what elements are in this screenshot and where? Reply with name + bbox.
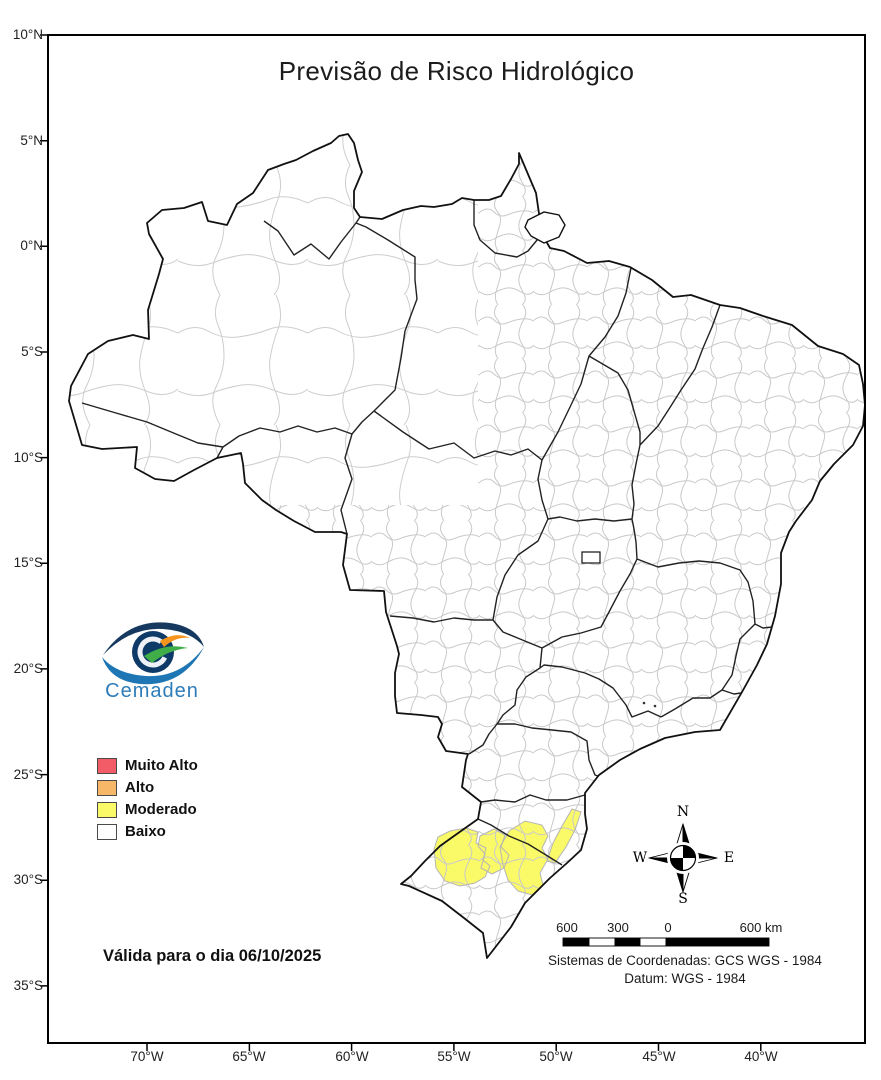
lon-label-55w: 55°W bbox=[437, 1049, 471, 1064]
legend-swatch-alto bbox=[97, 779, 117, 796]
lat-label-20s: 20°S bbox=[13, 661, 43, 676]
legend-label-alto: Alto bbox=[125, 779, 155, 796]
lon-label-60w: 60°W bbox=[335, 1049, 369, 1064]
lat-label-0n: 0°N bbox=[20, 238, 43, 253]
compass-south-label: S bbox=[678, 891, 688, 907]
legend-swatch-moderado bbox=[97, 801, 117, 818]
lat-label-5n: 5°N bbox=[20, 133, 43, 148]
validity-date-text: Válida para o dia 06/10/2025 bbox=[103, 947, 322, 965]
scale-label-300: 300 bbox=[607, 920, 629, 935]
distrito-federal bbox=[581, 551, 601, 564]
coordinate-system-text: Sistemas de Coordenadas: GCS WGS - 1984 bbox=[548, 953, 822, 968]
compass-east-label: E bbox=[723, 850, 735, 866]
legend-item-alto: Alto bbox=[97, 779, 198, 796]
lat-label-5s: 5°S bbox=[21, 344, 43, 359]
longitude-tick-marks bbox=[146, 1043, 762, 1051]
lat-label-25s: 25°S bbox=[13, 767, 43, 782]
latitude-tick-marks bbox=[40, 34, 48, 987]
scale-label-0: 0 bbox=[664, 920, 672, 935]
cemaden-logo-icon bbox=[102, 622, 204, 685]
state-boundaries bbox=[81, 200, 773, 866]
brazil-country-outline bbox=[68, 133, 866, 959]
cemaden-logo-text: Cemaden bbox=[105, 680, 199, 702]
lat-label-10s: 10°S bbox=[13, 450, 43, 465]
legend-item-moderado: Moderado bbox=[97, 801, 198, 818]
compass-north-label: N bbox=[676, 804, 690, 820]
datum-text: Datum: WGS - 1984 bbox=[624, 971, 746, 986]
lat-label-35s: 35°S bbox=[13, 978, 43, 993]
lat-label-30s: 30°S bbox=[13, 872, 43, 887]
legend-item-baixo: Baixo bbox=[97, 823, 198, 840]
scale-bar bbox=[562, 937, 770, 947]
legend-label-muito-alto: Muito Alto bbox=[125, 757, 198, 774]
compass-rose-icon bbox=[648, 823, 718, 893]
map-frame bbox=[47, 34, 866, 1044]
lat-label-10n: 10°N bbox=[12, 27, 43, 42]
lat-label-15s: 15°S bbox=[13, 555, 43, 570]
legend-label-moderado: Moderado bbox=[125, 801, 197, 818]
scale-label-600-left: 600 bbox=[556, 920, 578, 935]
marajo-island bbox=[524, 211, 566, 244]
risk-highlight-outline bbox=[433, 808, 582, 896]
scale-label-600-right: 600 km bbox=[739, 920, 783, 935]
legend-item-muito-alto: Muito Alto bbox=[97, 757, 198, 774]
compass-west-label: W bbox=[632, 850, 648, 866]
lon-label-65w: 65°W bbox=[232, 1049, 266, 1064]
lon-label-70w: 70°W bbox=[130, 1049, 164, 1064]
lon-label-50w: 50°W bbox=[539, 1049, 573, 1064]
risk-legend: Muito Alto Alto Moderado Baixo bbox=[97, 757, 198, 845]
map-title: Previsão de Risco Hidrológico bbox=[278, 56, 635, 86]
legend-swatch-muito-alto bbox=[97, 757, 117, 774]
lon-label-40w: 40°W bbox=[744, 1049, 778, 1064]
legend-label-baixo: Baixo bbox=[125, 823, 166, 840]
brazil-map bbox=[40, 34, 866, 1051]
lon-label-45w: 45°W bbox=[642, 1049, 676, 1064]
coastal-islands bbox=[642, 701, 657, 708]
municipality-boundaries bbox=[69, 134, 865, 958]
legend-swatch-baixo bbox=[97, 823, 117, 840]
